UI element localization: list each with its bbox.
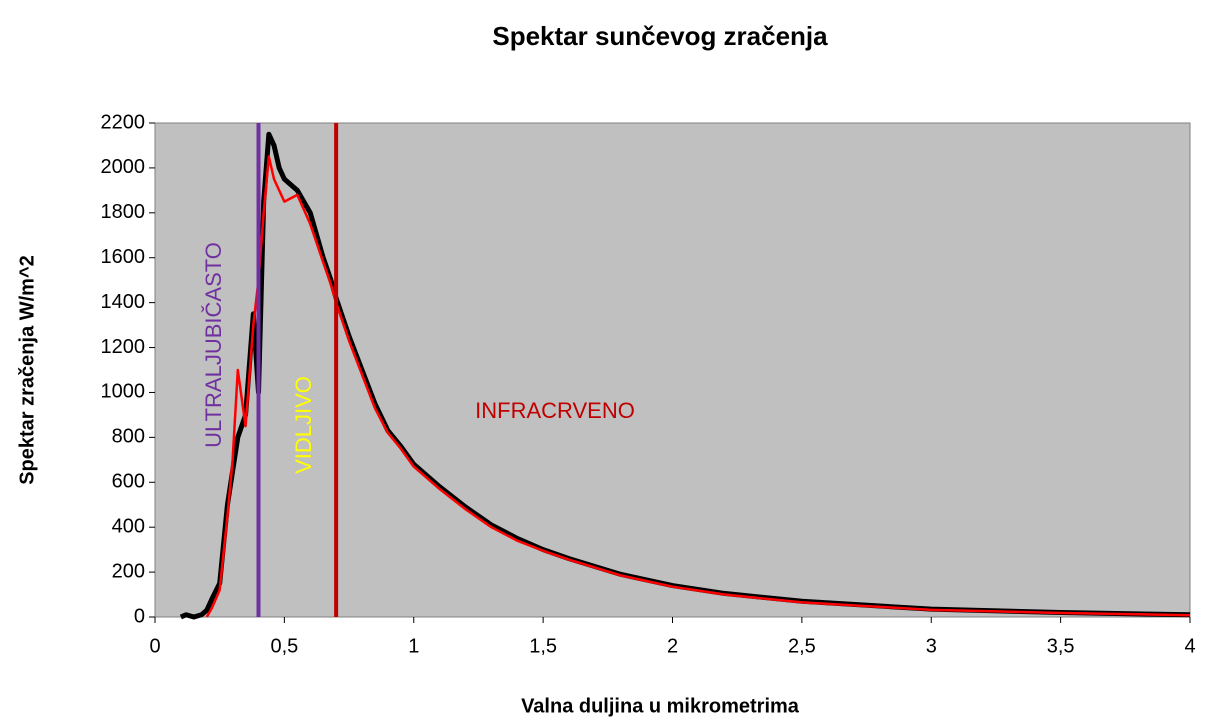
annotation: INFRACRVENO (475, 398, 635, 423)
y-tick-label: 600 (112, 471, 145, 493)
y-tick-label: 2000 (101, 156, 146, 178)
y-tick-label: 1600 (101, 246, 146, 268)
plot-area (154, 122, 1191, 618)
x-tick-label: 0 (149, 635, 160, 657)
annotation: ULTRALJUBIČASTO (201, 242, 226, 448)
x-tick-label: 1,5 (529, 635, 557, 657)
chart-title: Spektar sunčevog zračenja (492, 21, 828, 51)
y-tick-label: 1800 (101, 201, 146, 223)
x-axis-label: Valna duljina u mikrometrima (521, 695, 800, 717)
y-tick-label: 200 (112, 560, 145, 582)
y-axis-label: Spektar zračenja W/m^2 (16, 255, 38, 485)
x-tick-label: 1 (408, 635, 419, 657)
y-tick-label: 800 (112, 426, 145, 448)
y-tick-label: 400 (112, 515, 145, 537)
y-tick-label: 1200 (101, 336, 146, 358)
y-tick-label: 1400 (101, 291, 146, 313)
annotation: VIDLJIVO (291, 376, 316, 474)
x-tick-label: 3,5 (1047, 635, 1075, 657)
y-tick-label: 1000 (101, 381, 146, 403)
y-tick-label: 2200 (101, 111, 146, 133)
x-tick-label: 0,5 (270, 635, 298, 657)
x-tick-label: 4 (1184, 635, 1195, 657)
x-tick-label: 2,5 (788, 635, 816, 657)
x-tick-label: 2 (667, 635, 678, 657)
y-tick-label: 0 (134, 605, 145, 627)
x-tick-label: 3 (926, 635, 937, 657)
